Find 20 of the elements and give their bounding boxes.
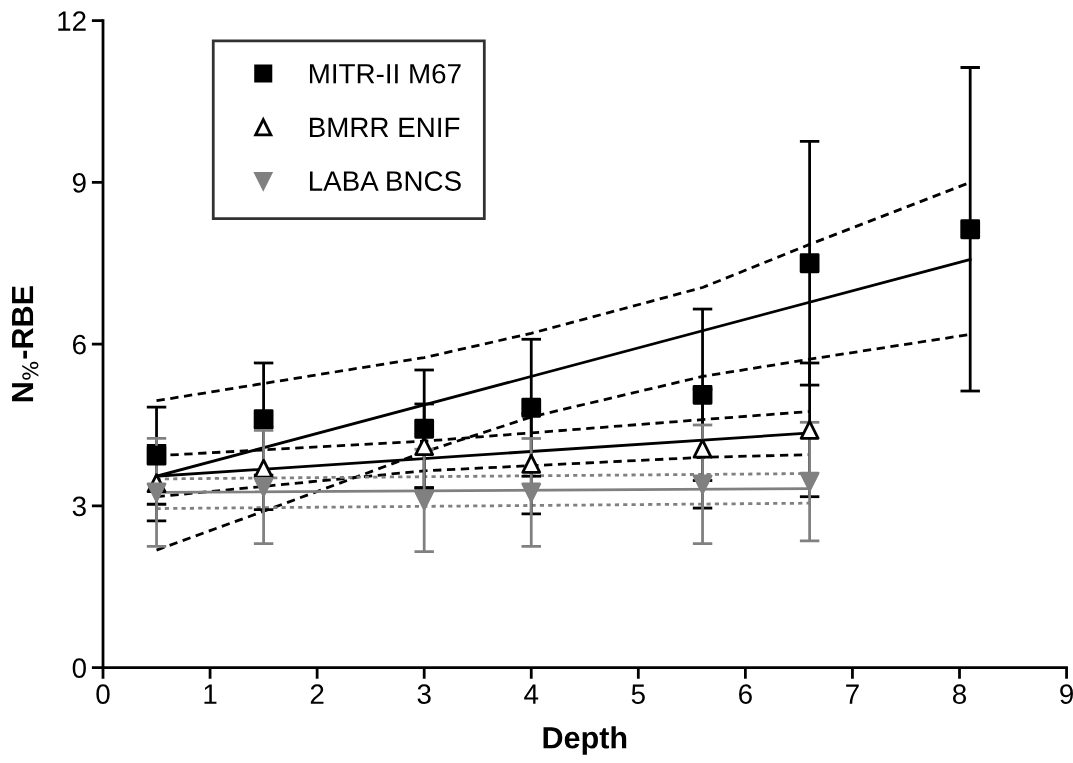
y-tick-label: 12	[58, 11, 86, 31]
x-tick-label: 6	[739, 684, 752, 704]
x-tick-label: 2	[310, 684, 324, 704]
x-tick-label: 5	[631, 684, 645, 704]
y-tick-label: 9	[72, 173, 86, 193]
y-axis-title: N$_{%}$-RBE	[12, 286, 39, 402]
x-tick-label: 4	[524, 684, 539, 704]
x-axis-title: Depth	[543, 726, 627, 755]
x-tick-label: 3	[417, 684, 431, 704]
x-tick-label: 7	[846, 684, 859, 704]
y-tick-label: 6	[73, 334, 86, 355]
x-tick-label: 8	[952, 684, 967, 704]
legend-label: LABA BNCS	[309, 171, 461, 191]
x-tick-label: 9	[1060, 684, 1073, 704]
y-tick-label: 3	[72, 496, 86, 517]
legend-label: BMRR ENIF	[309, 117, 460, 137]
legend-label: MITR-II M67	[309, 63, 461, 84]
x-tick-label: 1	[204, 684, 217, 704]
x-tick-label: 0	[96, 684, 110, 704]
y-tick-label: 0	[72, 658, 86, 678]
